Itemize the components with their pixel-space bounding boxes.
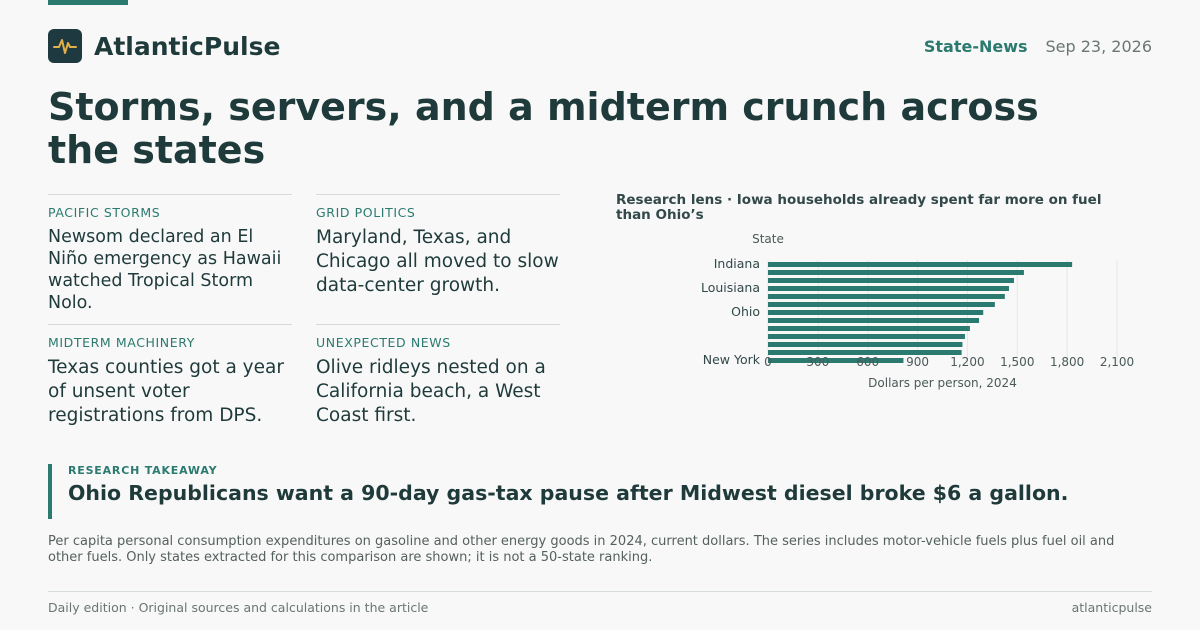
site-header: AtlanticPulse State-News Sep 23, 2026 <box>48 28 1152 64</box>
footer-site-link[interactable]: atlanticpulse <box>1071 600 1152 615</box>
x-tick-label: 2,100 <box>1100 355 1134 369</box>
story-kicker: GRID POLITICS <box>316 205 416 220</box>
takeaway-label: RESEARCH TAKEAWAY <box>68 464 218 477</box>
story-grid-politics[interactable]: GRID POLITICS Maryland, Texas, and Chica… <box>316 194 560 298</box>
chart-note: Per capita personal consumption expendit… <box>48 534 1115 565</box>
page-headline: Storms, servers, and a midterm crunch ac… <box>48 85 1039 172</box>
category-label: Louisiana <box>701 280 760 295</box>
takeaway-text: Ohio Republicans want a 90-day gas-tax p… <box>68 481 1069 505</box>
story-kicker: UNEXPECTED NEWS <box>316 335 451 350</box>
bar <box>768 262 1073 267</box>
bar <box>768 326 970 331</box>
x-tick-label: 600 <box>856 355 879 369</box>
bar <box>768 278 1014 283</box>
category-label: New York <box>703 352 761 367</box>
section-link[interactable]: State-News <box>923 36 1028 56</box>
bar <box>768 270 1024 275</box>
story-body: Newsom declared an El Niño emergency as … <box>48 227 282 313</box>
story-midterm-machinery[interactable]: MIDTERM MACHINERY Texas counties got a y… <box>48 324 292 428</box>
x-axis-label: Dollars per person, 2024 <box>868 376 1017 390</box>
fuel-spending-chart: State Indiana Louisiana Ohio New York 0 300 600… <box>701 232 1134 390</box>
x-tick-label: 1,500 <box>1000 355 1034 369</box>
bar <box>768 294 1005 299</box>
chart-title: Research lens · Iowa households already … <box>616 192 1102 223</box>
y-axis-label: State <box>752 232 784 246</box>
story-kicker: PACIFIC STORMS <box>48 205 161 220</box>
bar <box>768 286 1009 291</box>
story-body: Texas counties got a year of unsent vote… <box>48 357 284 426</box>
research-takeaway: RESEARCH TAKEAWAY Ohio Republicans want … <box>48 464 1156 519</box>
x-tick-label: 0 <box>764 355 772 369</box>
top-accent-bar <box>48 0 128 5</box>
story-pacific-storms[interactable]: PACIFIC STORMS Newsom declared an El Niñ… <box>48 194 292 314</box>
footer-edition: Daily edition · Original sources and cal… <box>48 600 429 615</box>
bar <box>768 318 980 323</box>
story-unexpected-news[interactable]: UNEXPECTED NEWS Olive ridleys nested on … <box>316 324 560 428</box>
x-tick-label: 1,800 <box>1050 355 1084 369</box>
bar <box>768 310 984 315</box>
story-body: Olive ridleys nested on a California bea… <box>316 357 546 426</box>
category-label: Ohio <box>731 304 760 319</box>
bar <box>768 302 995 307</box>
x-tick-label: 900 <box>906 355 929 369</box>
bar <box>768 342 963 347</box>
x-tick-label: 300 <box>806 355 829 369</box>
brand-name[interactable]: AtlanticPulse <box>94 31 281 61</box>
story-body: Maryland, Texas, and Chicago all moved t… <box>316 227 559 296</box>
story-kicker: MIDTERM MACHINERY <box>48 335 195 350</box>
x-tick-label: 1,200 <box>950 355 984 369</box>
footer-divider <box>48 591 1152 592</box>
bar <box>768 358 904 363</box>
category-label: Indiana <box>714 256 760 271</box>
bar <box>768 350 962 355</box>
bar <box>768 334 965 339</box>
publish-date: Sep 23, 2026 <box>1045 36 1153 56</box>
pulse-icon[interactable] <box>48 29 82 63</box>
